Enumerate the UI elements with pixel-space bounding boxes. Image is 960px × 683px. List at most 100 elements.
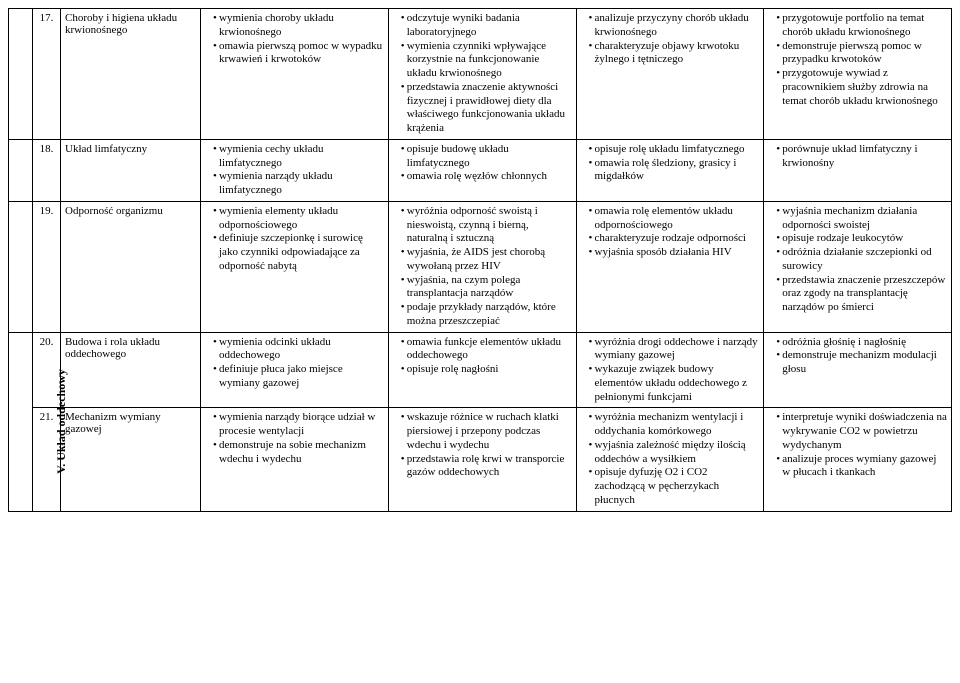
table-row: V. Układ oddechowy20.Budowa i rola układ… [9,332,952,408]
content-cell: odróżnia głośnię i nagłośniędemonstruje … [764,332,952,408]
bullet-list: opisuje budowę układu limfatycznegoomawi… [393,143,572,184]
bullet-list: omawia rolę elementów układu odpornościo… [581,205,760,260]
content-cell: opisuje rolę układu limfatycznegoomawia … [576,139,764,201]
content-cell: wyróżnia odporność swoistą i nieswoistą,… [388,201,576,332]
bullet-list: odczytuje wyniki badania laboratoryjnego… [393,12,572,136]
content-cell: wymienia narządy biorące udział w proces… [201,408,389,511]
bullet-item: wymienia narządy układu limfatycznego [213,170,384,198]
bullet-item: wymienia czynniki wpływające korzystnie … [401,40,572,81]
row-topic: Odporność organizmu [61,201,201,332]
bullet-item: definiuje szczepionkę i surowicę jako cz… [213,232,384,273]
bullet-item: wyjaśnia mechanizm działania odporności … [776,205,947,233]
bullet-item: omawia rolę śledziony, grasicy i migdałk… [589,157,760,185]
bullet-item: przygotowuje wywiad z pracownikiem służb… [776,67,947,108]
bullet-item: wymienia elementy układu odpornościowego [213,205,384,233]
bullet-item: charakteryzuje objawy krwotoku żylnego i… [589,40,760,68]
bullet-item: demonstruje mechanizm modulacji głosu [776,349,947,377]
bullet-item: opisuje rolę układu limfatycznego [589,143,760,157]
bullet-item: przedstawia znaczenie aktywności fizyczn… [401,81,572,136]
bullet-item: wykazuje związek budowy elementów układu… [589,363,760,404]
bullet-item: opisuje rolę nagłośni [401,363,572,377]
bullet-item: wyjaśnia, na czym polega transplantacja … [401,274,572,302]
row-number: 19. [33,201,61,332]
bullet-list: wymienia elementy układu odpornościowego… [205,205,384,274]
content-cell: omawia funkcje elementów układu oddechow… [388,332,576,408]
bullet-item: wymienia odcinki układu oddechowego [213,336,384,364]
content-cell: wyróżnia drogi oddechowe i narządy wymia… [576,332,764,408]
content-cell: interpretuje wyniki doświadczenia na wyk… [764,408,952,511]
bullet-item: wyjaśnia, że AIDS jest chorobą wywołaną … [401,246,572,274]
content-cell: wymienia elementy układu odpornościowego… [201,201,389,332]
bullet-item: wyjaśnia sposób działania HIV [589,246,760,260]
bullet-item: interpretuje wyniki doświadczenia na wyk… [776,411,947,452]
content-cell: wymienia choroby układu krwionośnegoomaw… [201,9,389,140]
bullet-item: podaje przykłady narządów, które można p… [401,301,572,329]
bullet-item: porównuje układ limfatyczny i krwionośny [776,143,947,171]
bullet-item: analizuje proces wymiany gazowej w płuca… [776,453,947,481]
content-cell: wskazuje różnice w ruchach klatki piersi… [388,408,576,511]
bullet-item: opisuje budowę układu limfatycznego [401,143,572,171]
content-cell: analizuje przyczyny chorób układu krwion… [576,9,764,140]
bullet-item: wyjaśnia zależność między ilością oddech… [589,439,760,467]
row-topic: Układ limfatyczny [61,139,201,201]
bullet-list: wskazuje różnice w ruchach klatki piersi… [393,411,572,480]
table-row: 17.Choroby i higiena układu krwionośnego… [9,9,952,140]
row-number: 17. [33,9,61,140]
bullet-list: wymienia odcinki układu oddechowegodefin… [205,336,384,391]
bullet-list: wymienia cechy układu limfatycznegowymie… [205,143,384,198]
bullet-list: wyjaśnia mechanizm działania odporności … [768,205,947,315]
table-row: 18.Układ limfatycznywymienia cechy układ… [9,139,952,201]
bullet-item: wyróżnia mechanizm wentylacji i oddychan… [589,411,760,439]
bullet-item: odróżnia głośnię i nagłośnię [776,336,947,350]
bullet-item: wymienia cechy układu limfatycznego [213,143,384,171]
row-topic: Budowa i rola układu oddechowego [61,332,201,408]
content-cell: przygotowuje portfolio na temat chorób u… [764,9,952,140]
row-topic: Mechanizm wymiany gazowej [61,408,201,511]
section-side-label: V. Układ oddechowy [9,332,33,511]
bullet-list: wyróżnia odporność swoistą i nieswoistą,… [393,205,572,329]
bullet-list: interpretuje wyniki doświadczenia na wyk… [768,411,947,480]
row-number: 18. [33,139,61,201]
row-topic: Choroby i higiena układu krwionośnego [61,9,201,140]
bullet-item: omawia pierwszą pomoc w wypadku krwawień… [213,40,384,68]
content-cell: omawia rolę elementów układu odpornościo… [576,201,764,332]
bullet-list: porównuje układ limfatyczny i krwionośny [768,143,947,171]
bullet-item: wyróżnia drogi oddechowe i narządy wymia… [589,336,760,364]
bullet-item: wskazuje różnice w ruchach klatki piersi… [401,411,572,452]
bullet-list: wymienia choroby układu krwionośnegoomaw… [205,12,384,67]
bullet-list: przygotowuje portfolio na temat chorób u… [768,12,947,108]
bullet-item: przedstawia znaczenie przeszczepów oraz … [776,274,947,315]
bullet-list: omawia funkcje elementów układu oddechow… [393,336,572,377]
content-cell: wyjaśnia mechanizm działania odporności … [764,201,952,332]
bullet-item: wyróżnia odporność swoistą i nieswoistą,… [401,205,572,246]
bullet-item: wymienia choroby układu krwionośnego [213,12,384,40]
bullet-item: demonstruje pierwszą pomoc w przypadku k… [776,40,947,68]
side-cell-empty [9,139,33,201]
bullet-list: odróżnia głośnię i nagłośniędemonstruje … [768,336,947,377]
bullet-list: wymienia narządy biorące udział w proces… [205,411,384,466]
bullet-item: omawia rolę węzłów chłonnych [401,170,572,184]
section-side-label-text: V. Układ oddechowy [54,369,69,474]
content-cell: odczytuje wyniki badania laboratoryjnego… [388,9,576,140]
side-cell-empty [9,9,33,140]
bullet-item: przedstawia rolę krwi w transporcie gazó… [401,453,572,481]
content-cell: opisuje budowę układu limfatycznegoomawi… [388,139,576,201]
bullet-item: odczytuje wyniki badania laboratoryjnego [401,12,572,40]
bullet-list: wyróżnia mechanizm wentylacji i oddychan… [581,411,760,507]
bullet-item: omawia funkcje elementów układu oddechow… [401,336,572,364]
bullet-item: demonstruje na sobie mechanizm wdechu i … [213,439,384,467]
bullet-item: definiuje płuca jako miejsce wymiany gaz… [213,363,384,391]
bullet-item: opisuje rodzaje leukocytów [776,232,947,246]
content-cell: wymienia cechy układu limfatycznegowymie… [201,139,389,201]
bullet-list: opisuje rolę układu limfatycznegoomawia … [581,143,760,184]
bullet-item: omawia rolę elementów układu odpornościo… [589,205,760,233]
bullet-item: opisuje dyfuzję O2 i CO2 zachodzącą w pę… [589,466,760,507]
bullet-item: charakteryzuje rodzaje odporności [589,232,760,246]
bullet-list: analizuje przyczyny chorób układu krwion… [581,12,760,67]
curriculum-table: 17.Choroby i higiena układu krwionośnego… [8,8,952,512]
bullet-list: wyróżnia drogi oddechowe i narządy wymia… [581,336,760,405]
bullet-item: wymienia narządy biorące udział w proces… [213,411,384,439]
bullet-item: odróżnia działanie szczepionki od surowi… [776,246,947,274]
bullet-item: analizuje przyczyny chorób układu krwion… [589,12,760,40]
table-row: 19.Odporność organizmuwymienia elementy … [9,201,952,332]
